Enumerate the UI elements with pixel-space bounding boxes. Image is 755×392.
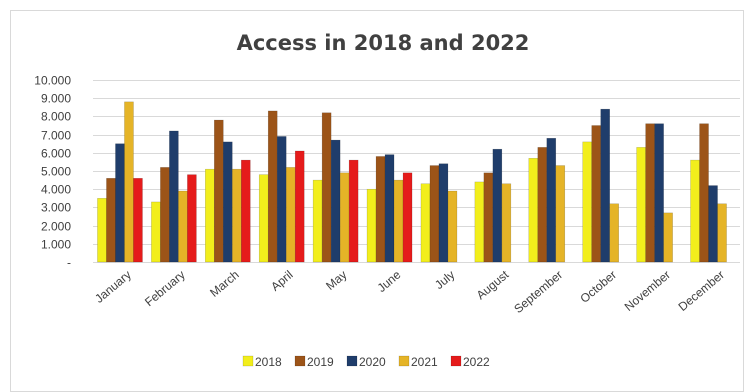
bar-2019-august xyxy=(483,172,494,263)
bar-2022-april xyxy=(294,150,305,263)
bar-2020-december xyxy=(708,185,718,263)
bar-2022-june xyxy=(402,172,413,263)
bar-2021-july xyxy=(447,190,458,263)
bar-2020-january xyxy=(115,143,125,263)
legend-swatch-2019 xyxy=(294,355,306,367)
y-tick-label: 9.000 xyxy=(41,92,71,106)
bar-2021-may xyxy=(339,172,350,263)
y-tick-label: 6.000 xyxy=(41,147,71,161)
bar-2020-february xyxy=(169,130,179,263)
bar-2018-may xyxy=(312,179,323,263)
legend-swatch-2018 xyxy=(242,355,254,367)
y-tick-label: 3.000 xyxy=(41,201,71,215)
bar-2020-april xyxy=(276,136,287,263)
bar-2022-february xyxy=(187,174,197,263)
y-tick-label: 1.000 xyxy=(41,238,71,252)
bar-2019-june xyxy=(375,156,386,263)
y-tick-label: 4.000 xyxy=(41,183,71,197)
bar-2022-may xyxy=(348,159,359,263)
y-tick-label: 8.000 xyxy=(41,110,71,124)
bar-2021-august xyxy=(501,183,512,263)
bar-2018-october xyxy=(582,141,592,263)
bar-2019-may xyxy=(321,112,332,263)
bar-2021-june xyxy=(393,179,404,263)
bar-2021-october xyxy=(609,203,619,263)
legend-label-2018: 2018 xyxy=(255,355,282,369)
bar-2018-september xyxy=(528,158,539,263)
bar-2019-september xyxy=(537,147,548,263)
bar-2018-january xyxy=(97,198,107,263)
bar-2021-december xyxy=(717,203,727,263)
bar-2018-november xyxy=(636,147,646,263)
bar-2021-january xyxy=(124,101,134,263)
bar-2018-december xyxy=(690,159,700,263)
y-tick-label: 10.000 xyxy=(34,74,71,88)
bar-2019-october xyxy=(591,125,601,263)
y-tick-label: 7.000 xyxy=(41,129,71,143)
bar-2020-november xyxy=(654,123,664,263)
bar-2021-september xyxy=(555,165,566,263)
bar-2019-march xyxy=(214,119,224,263)
legend-label-2022: 2022 xyxy=(463,355,490,369)
bar-2018-june xyxy=(366,188,377,263)
legend-swatch-2020 xyxy=(346,355,358,367)
bar-2019-january xyxy=(106,178,116,263)
y-tick-label: 5.000 xyxy=(41,165,71,179)
bar-2019-december xyxy=(699,123,709,263)
bar-2021-february xyxy=(178,190,188,263)
bar-2021-november xyxy=(663,212,673,263)
legend-label-2020: 2020 xyxy=(359,355,386,369)
bar-2018-february xyxy=(151,201,161,263)
legend-label-2021: 2021 xyxy=(411,355,438,369)
legend-swatch-2021 xyxy=(398,355,410,367)
bars xyxy=(97,101,727,263)
bar-2020-june xyxy=(384,154,395,263)
gridlines xyxy=(93,80,740,263)
bar-2020-july xyxy=(438,163,449,263)
bar-2020-october xyxy=(600,108,610,263)
bar-2018-april xyxy=(258,174,269,263)
y-tick-label: 2.000 xyxy=(41,220,71,234)
bar-2020-september xyxy=(546,137,557,263)
chart-title: Access in 2018 and 2022 xyxy=(237,31,530,55)
y-tick-label: - xyxy=(67,256,71,270)
bar-2019-november xyxy=(645,123,655,263)
bar-2021-march xyxy=(232,168,242,263)
bar-2019-july xyxy=(429,165,440,263)
bar-2020-may xyxy=(330,139,341,263)
bar-2018-august xyxy=(474,181,485,263)
bar-2021-april xyxy=(285,167,296,263)
bar-2020-march xyxy=(223,141,233,263)
bar-2022-january xyxy=(133,178,143,263)
bar-2019-april xyxy=(267,110,278,263)
legend: 2018 2019 2020 2021 2022 xyxy=(242,355,490,369)
y-axis: - 1.000 2.000 3.000 4.000 5.000 6.000 7.000 8.00… xyxy=(34,74,71,270)
legend-swatch-2022 xyxy=(450,355,462,367)
bar-2020-august xyxy=(492,148,503,263)
bar-2018-march xyxy=(205,168,215,263)
bar-2019-february xyxy=(160,167,170,263)
bar-2022-march xyxy=(241,159,251,263)
legend-label-2019: 2019 xyxy=(307,355,334,369)
bar-2018-july xyxy=(420,183,431,263)
